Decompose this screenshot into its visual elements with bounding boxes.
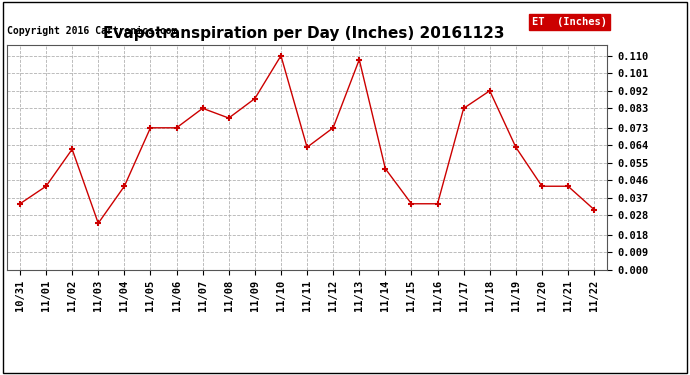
Text: Evapotranspiration per Day (Inches) 20161123: Evapotranspiration per Day (Inches) 2016… xyxy=(103,26,504,41)
Text: Copyright 2016 Cartronics.com: Copyright 2016 Cartronics.com xyxy=(7,26,177,36)
Text: ET  (Inches): ET (Inches) xyxy=(532,17,607,27)
